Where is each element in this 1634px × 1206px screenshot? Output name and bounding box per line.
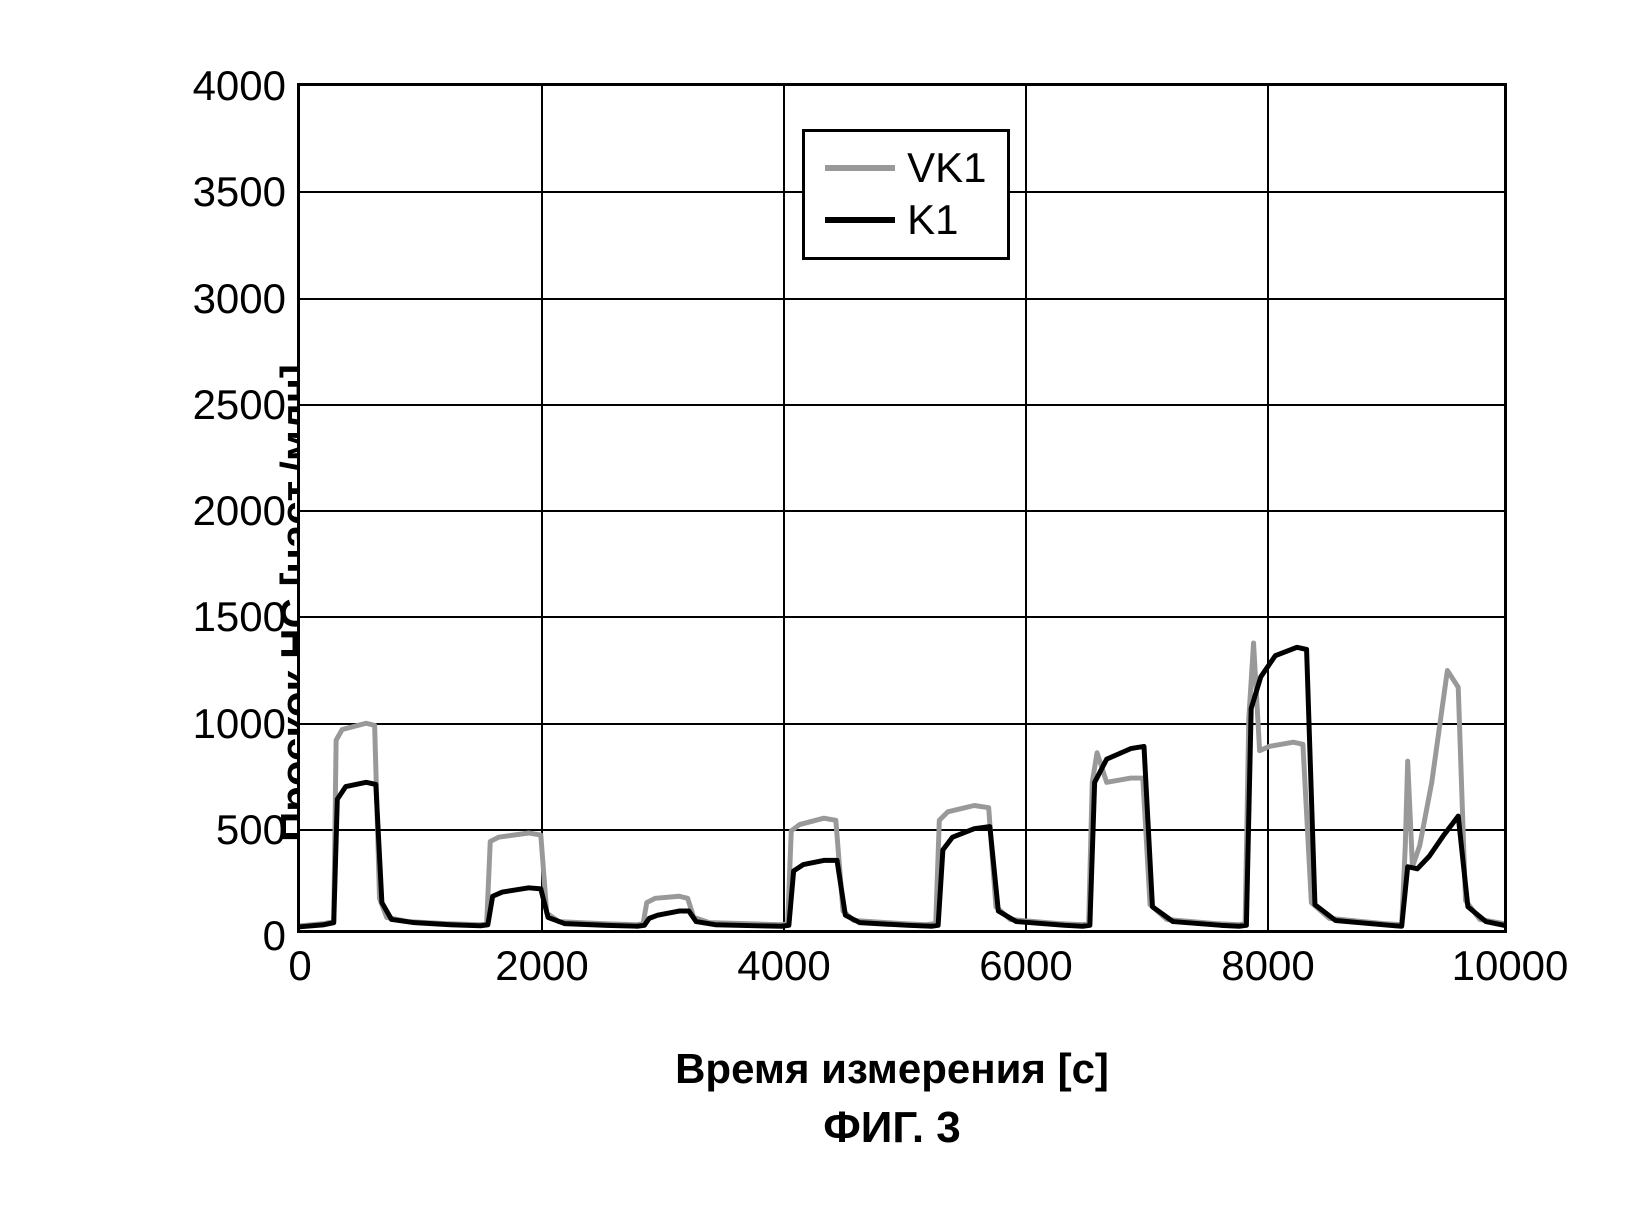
xtick-label: 8000 — [1221, 942, 1314, 990]
ytick-label: 1500 — [193, 593, 286, 641]
ytick-label: 3500 — [193, 168, 286, 216]
xtick-label: 6000 — [979, 942, 1072, 990]
xtick-label: 10000 — [1452, 942, 1569, 990]
ytick-label: 4000 — [193, 62, 286, 110]
chart-container: Проскок НС [част./млн] 05001000150020002… — [67, 53, 1567, 1153]
xtick-label: 2000 — [495, 942, 588, 990]
legend-swatch — [825, 217, 895, 223]
plot-area: 0500100015002000250030003500400002000400… — [297, 83, 1507, 933]
xtick-label: 4000 — [737, 942, 830, 990]
series-VK1 — [300, 643, 1504, 926]
legend-label: VK1 — [907, 142, 986, 195]
ytick-label: 3000 — [193, 275, 286, 323]
ytick-label: 2000 — [193, 487, 286, 535]
legend-item: K1 — [825, 194, 986, 247]
xtick-label: 0 — [288, 942, 311, 990]
ytick-label: 500 — [216, 806, 286, 854]
figure-caption: ФИГ. 3 — [823, 1103, 961, 1153]
ytick-label: 2500 — [193, 381, 286, 429]
legend-label: K1 — [907, 194, 958, 247]
ytick-label: 1000 — [193, 700, 286, 748]
x-axis-label: Время измерения [с] — [675, 1045, 1109, 1093]
legend-swatch — [825, 165, 895, 171]
series-K1 — [300, 647, 1504, 927]
legend-item: VK1 — [825, 142, 986, 195]
ytick-label: 0 — [263, 912, 286, 960]
legend: VK1K1 — [802, 129, 1009, 260]
